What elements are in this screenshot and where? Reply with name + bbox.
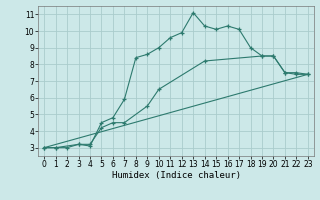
X-axis label: Humidex (Indice chaleur): Humidex (Indice chaleur) xyxy=(111,171,241,180)
